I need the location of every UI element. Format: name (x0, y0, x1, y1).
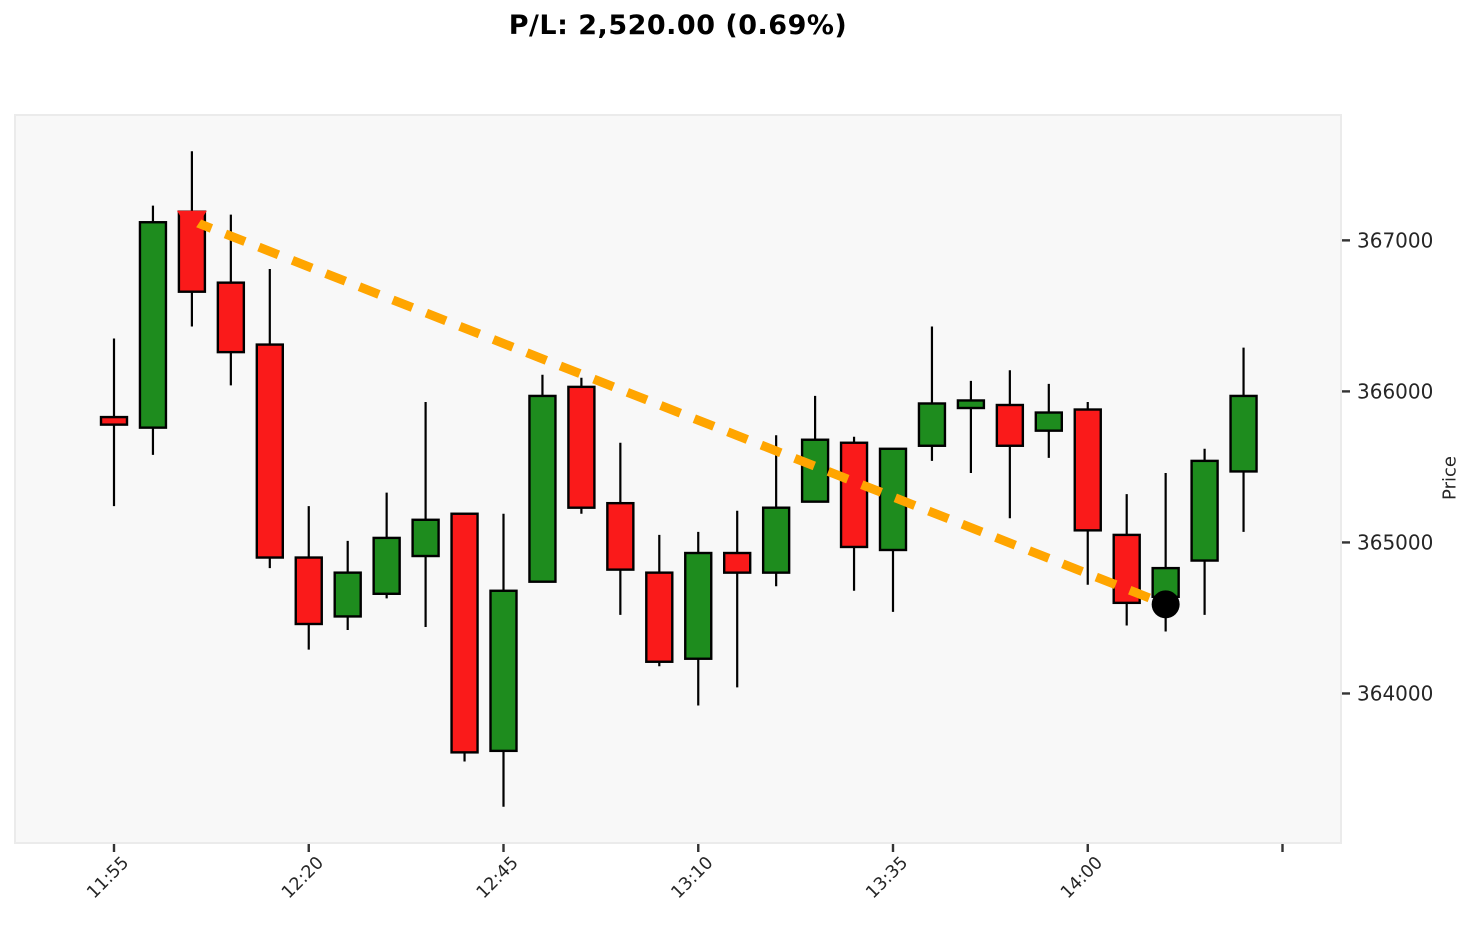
candle-12:55 (567, 377, 596, 514)
x-tick-label: 13:35 (862, 853, 912, 903)
candle-body (995, 403, 1025, 447)
x-tick-label: 12:20 (278, 853, 328, 903)
candle-body (606, 501, 635, 571)
candle-body (450, 512, 479, 754)
candle-13:05 (645, 534, 674, 667)
entry-marker (176, 210, 207, 234)
y-tick-label: 366000 (1357, 379, 1433, 403)
x-axis: 11:55 12:20 12:45 13:10 13:35 14:00 (83, 844, 1284, 903)
y-tick-label: 367000 (1357, 228, 1433, 252)
candle-12:10 (216, 214, 246, 386)
x-tick-label: 14:00 (1057, 853, 1107, 903)
candle-12:50 (528, 374, 557, 583)
candle-12:00 (138, 205, 168, 455)
candle-body (1190, 459, 1219, 562)
y-tick-label: 364000 (1357, 681, 1433, 705)
candle-body (1073, 408, 1102, 532)
candle-body (528, 394, 557, 583)
candles-layer (99, 151, 1258, 807)
candle-13:50 (995, 370, 1025, 519)
candle-12:40 (450, 512, 479, 762)
candle-13:45 (956, 380, 986, 473)
candle-13:00 (606, 442, 635, 615)
candle-body (333, 571, 362, 618)
candle-12:25 (333, 540, 362, 631)
candle-13:15 (723, 510, 752, 688)
candle-12:15 (255, 269, 284, 569)
candle-body (684, 551, 713, 660)
candle-14:00 (1073, 401, 1102, 585)
x-tick-label: 11:55 (83, 853, 133, 903)
candle-12:30 (372, 492, 401, 599)
candle-body (372, 536, 401, 595)
y-tick-label: 365000 (1357, 530, 1433, 554)
candle-body (839, 441, 869, 549)
candle-body (761, 506, 791, 574)
plot-area (14, 114, 1342, 844)
candle-12:45 (489, 513, 518, 807)
candle-14:15 (1190, 448, 1219, 615)
candle-13:20 (761, 435, 791, 587)
candle-body (1034, 411, 1064, 432)
candle-body (800, 438, 830, 503)
candle-body (294, 556, 323, 626)
candle-12:20 (294, 506, 323, 650)
chart-title: P/L: 2,520.00 (0.69%) (508, 10, 848, 41)
candle-body (216, 281, 246, 354)
candle-body (917, 402, 947, 447)
candle-13:10 (684, 531, 713, 706)
y-axis: 367000 366000 365000 364000 (1342, 228, 1433, 705)
candle-13:35 (878, 447, 908, 612)
candle-13:25 (800, 395, 830, 503)
candle-body (99, 415, 129, 426)
candle-14:20 (1229, 347, 1258, 532)
trend-line (190, 216, 1168, 609)
candle-body (138, 221, 168, 429)
x-tick-label: 13:10 (668, 853, 718, 903)
candle-body (1229, 394, 1258, 473)
candle-body (956, 399, 986, 410)
candle-body (723, 551, 752, 574)
x-tick-label: 12:45 (473, 853, 523, 903)
candle-body (489, 589, 518, 753)
candle-13:55 (1034, 383, 1064, 458)
candle-body (645, 571, 674, 663)
candle-11:55 (99, 338, 129, 507)
candle-13:40 (917, 326, 947, 461)
candle-12:35 (411, 401, 440, 628)
candle-body (411, 518, 440, 558)
candle-13:30 (839, 436, 869, 591)
candle-body (567, 385, 596, 509)
candle-body (255, 343, 284, 559)
exit-marker (1151, 590, 1180, 619)
